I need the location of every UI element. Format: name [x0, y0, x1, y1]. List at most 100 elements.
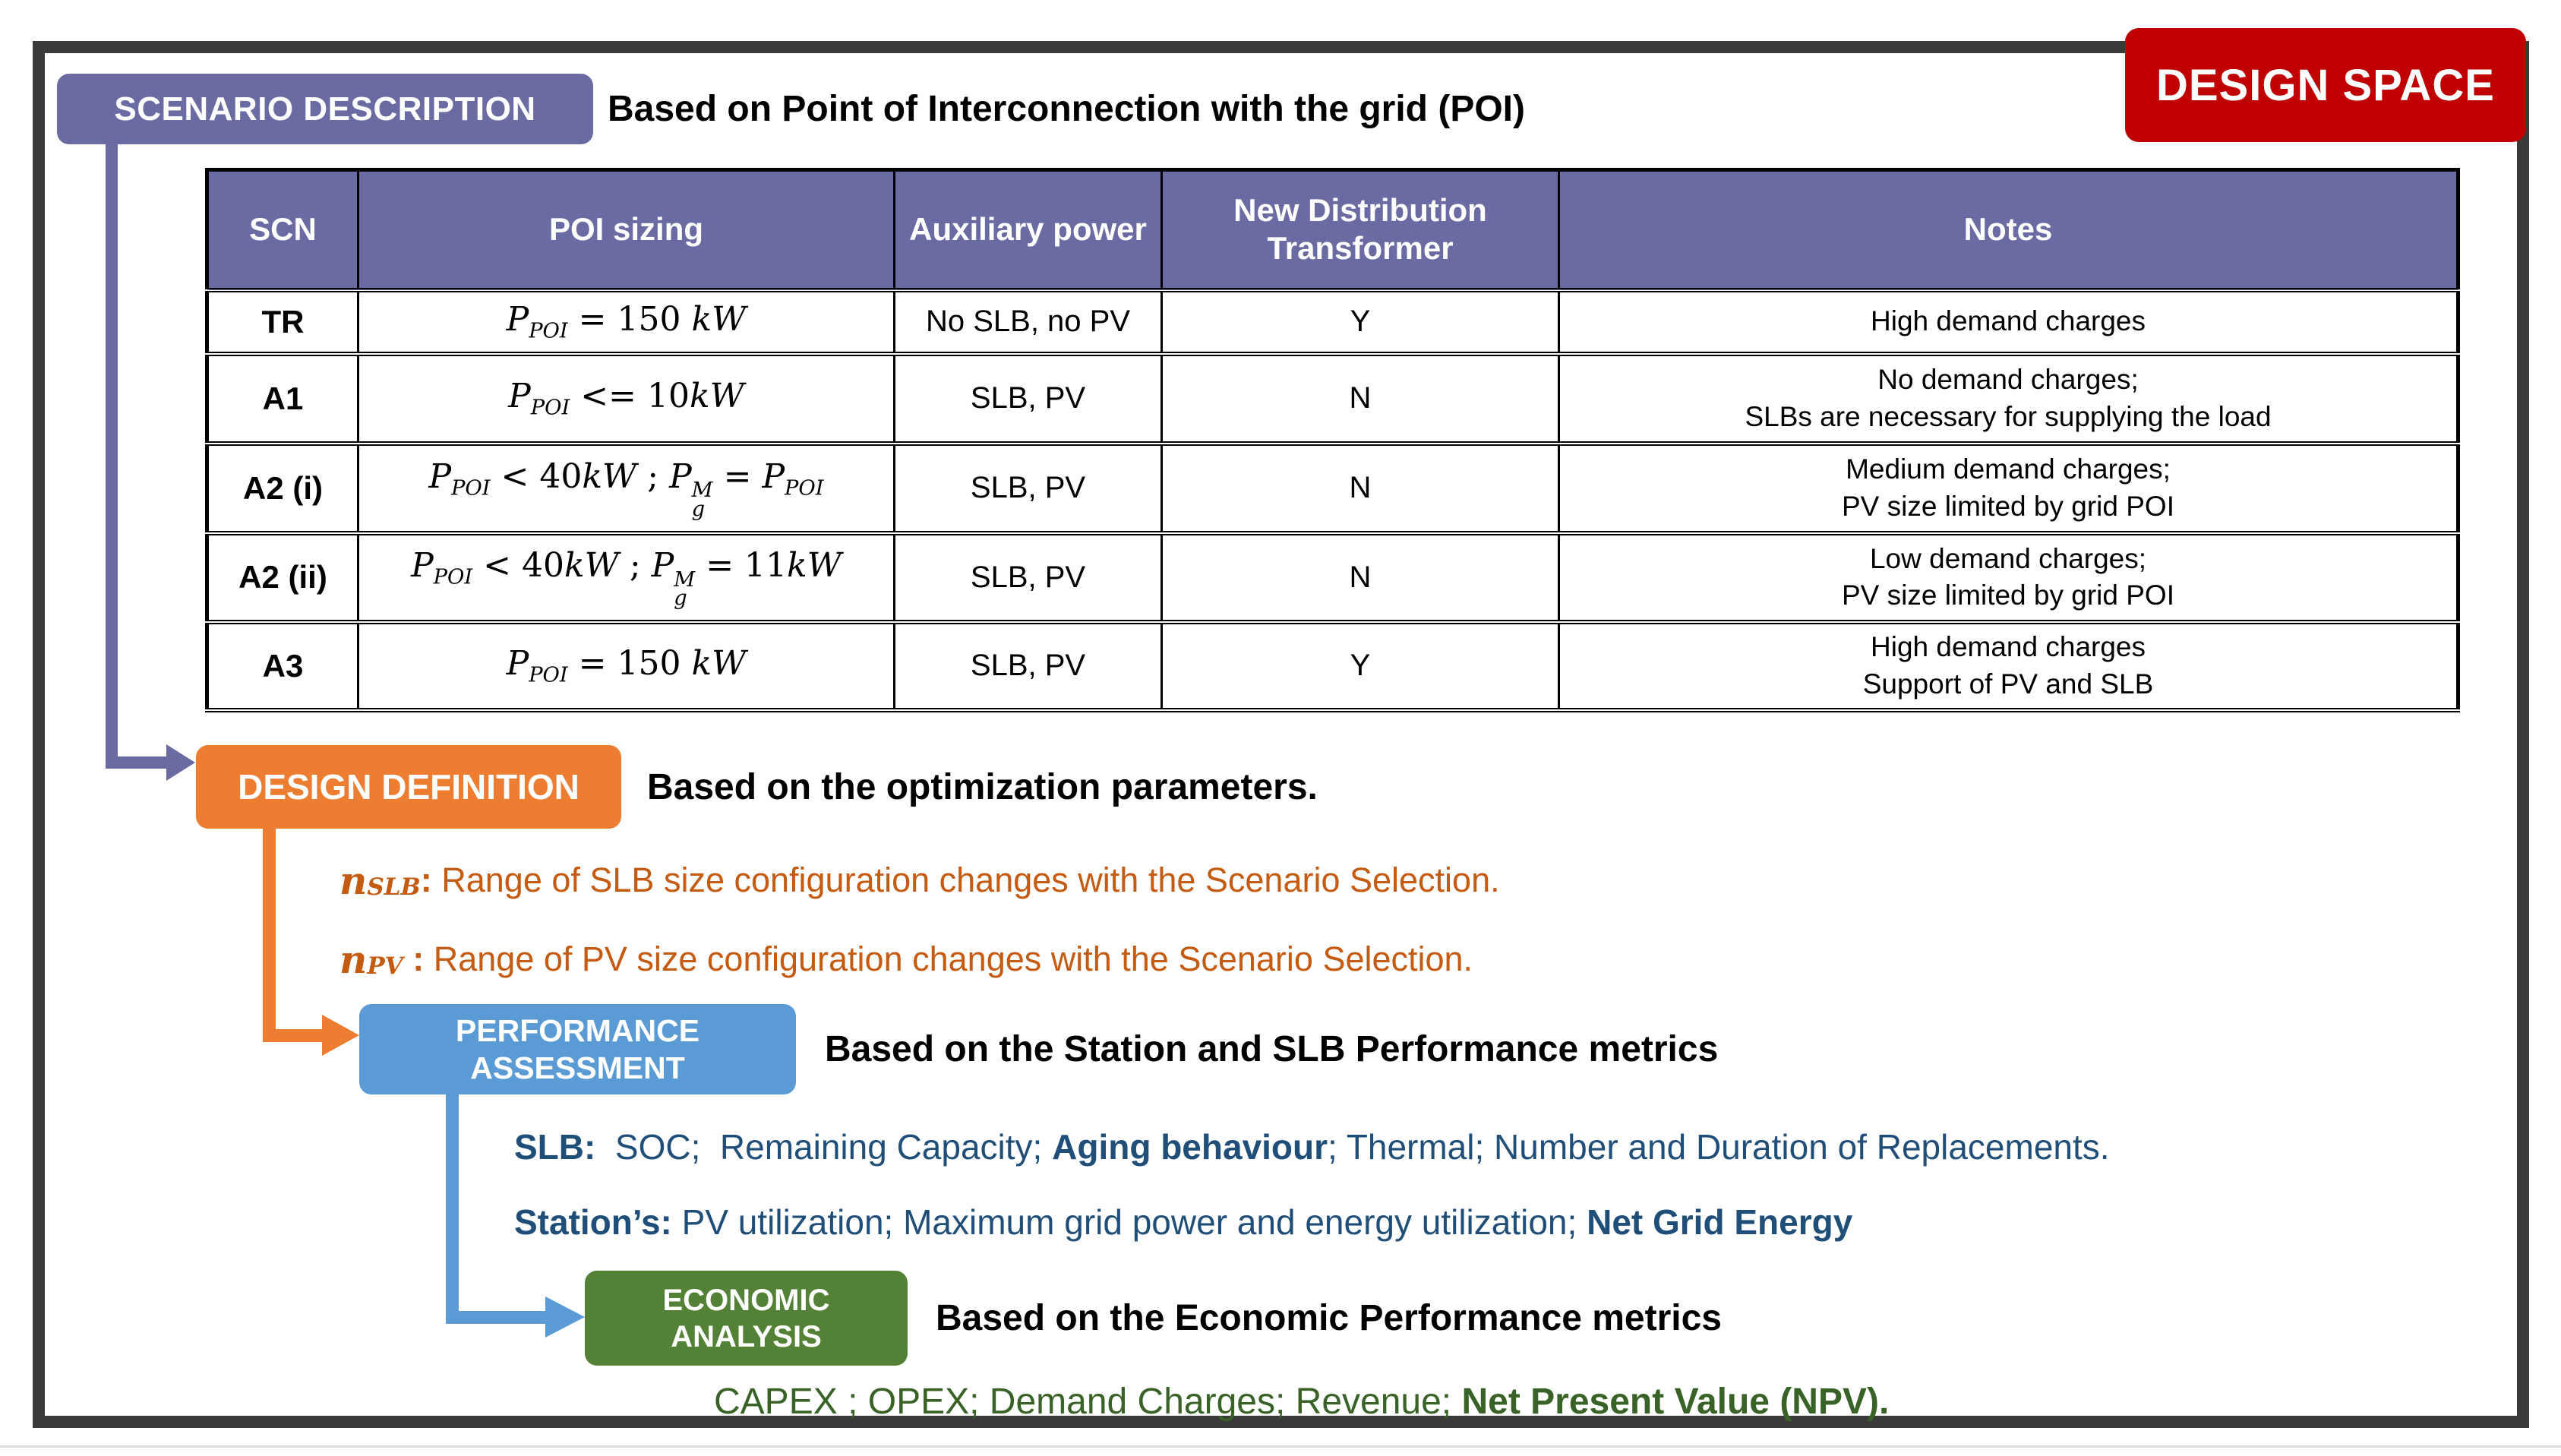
math-variable: P [669, 456, 692, 496]
parameter-variable: n [339, 857, 368, 903]
cell-auxiliary-power: SLB, PV [893, 351, 1163, 446]
parameter-colon: : [420, 861, 432, 899]
cell-auxiliary-power: SLB, PV [893, 619, 1163, 712]
text-run: < 40 [472, 546, 564, 586]
cell-notes: Low demand charges; PV size limited by g… [1558, 530, 2459, 624]
scenario-description-label: SCENARIO DESCRIPTION [114, 90, 536, 128]
parameter-description: Range of SLB size configuration changes … [431, 861, 1500, 899]
table-header-row: SCN POI sizing Auxiliary power New Distribu… [206, 169, 2459, 292]
poi-formula: PPOI = 150 kW [507, 300, 747, 343]
column-header: POI sizing [357, 169, 895, 292]
math-variable: P [506, 644, 529, 684]
performance-assessment-caption: Based on the Station and SLB Performance… [825, 1029, 1719, 1069]
table-header-row: SCN POI sizing Auxiliary power New Distribu… [206, 169, 2459, 292]
cell-scn: A2 (i) [206, 441, 359, 535]
text-run: ; Thermal; Number and Duration of Replac… [1328, 1127, 2110, 1167]
table-row: A1 PPOI <= 10kW SLB, PV N No demand charges;… [206, 351, 2459, 446]
parameter-subscript: PV [367, 952, 403, 980]
cell-auxiliary-power: SLB, PV [893, 441, 1163, 535]
math-unit: kW [582, 456, 637, 496]
performance-assessment-box: PERFORMANCE ASSESSMENT [359, 1004, 796, 1094]
cell-scn: A1 [206, 351, 359, 446]
math-variable: P [508, 377, 531, 416]
text-run: = 11 [695, 546, 788, 586]
cell-poi-sizing: PPOI = 150 kW [357, 287, 895, 356]
text-bold: Aging behaviour [1052, 1127, 1328, 1167]
math-unit: kW [564, 546, 619, 586]
scenario-caption: Based on Point of Interconnection with t… [608, 89, 1525, 129]
design-definition-label: DESIGN DEFINITION [238, 767, 579, 807]
cell-new-transformer: N [1161, 530, 1560, 624]
math-subscript: POI [530, 396, 570, 420]
cell-new-transformer: Y [1161, 619, 1560, 712]
math-subscript: POI [529, 319, 568, 343]
design-definition-box: DESIGN DEFINITION [196, 745, 621, 829]
cell-poi-sizing: PPOI = 150 kW [357, 619, 895, 712]
column-header: Notes [1558, 169, 2459, 292]
text-bold: Net Grid Energy [1587, 1202, 1853, 1242]
parameter-variable: n [339, 936, 368, 982]
economic-metrics-line: CAPEX ; OPEX; Demand Charges; Revenue; N… [714, 1376, 1889, 1426]
cell-auxiliary-power: No SLB, no PV [893, 287, 1163, 356]
connector-design-performance-arrowhead-icon [322, 1015, 359, 1056]
text-run: = [712, 456, 763, 496]
cell-auxiliary-power: SLB, PV [893, 530, 1163, 624]
cell-scn: A3 [206, 619, 359, 712]
table-row: A3 PPOI = 150 kW SLB, PV Y High demand charg… [206, 619, 2459, 712]
math-subscript: POI [529, 663, 568, 687]
cell-notes: High demand charges Support of PV and SL… [1558, 619, 2459, 712]
slb-metrics-line: SLB: SOC; Remaining Capacity; Aging beha… [514, 1122, 2110, 1172]
text-run: < 40 [490, 456, 583, 496]
math-variable: P [651, 546, 674, 586]
text-bold: Station’s: [514, 1202, 672, 1242]
connector-performance-economic-vertical [446, 1094, 459, 1324]
connector-design-performance-vertical [263, 829, 276, 1042]
math-unit: kW [691, 300, 747, 340]
text-bold: SLB: [514, 1127, 596, 1167]
text-run: PV utilization; Maximum grid power and e… [671, 1202, 1587, 1242]
column-header: Auxiliary power [893, 169, 1163, 292]
connector-performance-economic-arrowhead-icon [545, 1297, 585, 1338]
text-run: ; [618, 546, 652, 586]
cell-new-transformer: N [1161, 351, 1560, 446]
connector-scenario-design-vertical [106, 143, 118, 769]
parameter-colon: : [403, 940, 425, 978]
scenario-table: SCN POI sizing Auxiliary power New Distribu… [205, 168, 2460, 712]
cell-scn: A2 (ii) [206, 530, 359, 624]
text-run: = 150 [567, 300, 692, 340]
scenario-table-grid: SCN POI sizing Auxiliary power New Distribu… [205, 168, 2460, 712]
text-run: SOC; Remaining Capacity; [595, 1127, 1053, 1167]
economic-analysis-box: ECONOMIC ANALYSIS [585, 1271, 908, 1366]
cell-poi-sizing: PPOI <= 10kW [357, 351, 895, 446]
cell-notes: No demand charges; SLBs are necessary fo… [1558, 351, 2459, 446]
scenario-description-box: SCENARIO DESCRIPTION [57, 74, 593, 144]
parameter-line-npv: n PV : Range of PV size configuration cha… [339, 933, 1473, 986]
connector-performance-economic-horizontal [446, 1311, 547, 1324]
performance-assessment-label-line1: PERFORMANCE [455, 1013, 700, 1049]
text-run: CAPEX ; OPEX; Demand Charges; Revenue; [714, 1381, 1462, 1422]
math-unit: kW [689, 377, 744, 416]
column-header: New Distribution Transformer [1161, 169, 1560, 292]
cell-new-transformer: Y [1161, 287, 1560, 356]
parameter-description: Range of PV size configuration changes w… [424, 940, 1473, 978]
math-unit: kW [691, 644, 747, 684]
connector-scenario-design-horizontal [106, 756, 168, 769]
math-unit: kW [787, 546, 842, 586]
parameter-subscript: SLB [367, 873, 421, 901]
poi-formula: PPOI <= 10kW [508, 377, 744, 420]
design-space-badge: DESIGN SPACE [2125, 28, 2526, 142]
math-subscript: POI [433, 565, 473, 589]
economic-analysis-label-line2: ANALYSIS [671, 1319, 822, 1353]
poi-formula: PPOI = 150 kW [506, 644, 747, 687]
cell-new-transformer: N [1161, 441, 1560, 535]
cell-notes: Medium demand charges; PV size limited b… [1558, 441, 2459, 535]
connector-design-performance-horizontal [263, 1029, 324, 1042]
station-metrics-line: Station’s: PV utilization; Maximum grid … [514, 1197, 1852, 1247]
